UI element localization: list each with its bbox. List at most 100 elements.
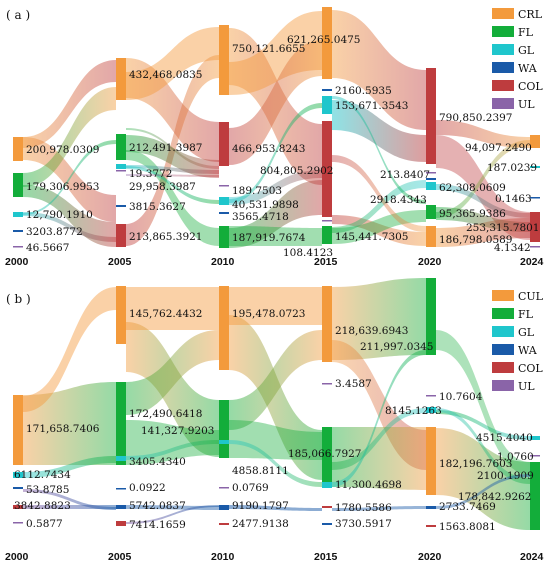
node [116,134,126,160]
link [229,330,322,430]
link [126,128,219,169]
value-label: 0.0922 [129,482,166,494]
value-label: 804,805.2902 [260,165,333,177]
value-label: 4858.8111 [232,465,289,477]
legend-label: GL [518,44,535,57]
legend-label: CRL [518,8,543,21]
link [23,382,116,465]
link [332,10,426,130]
year-label: 2010 [211,256,235,268]
value-label: 182,196.7603 [439,458,512,470]
value-label: 141,327.9203 [141,425,214,437]
value-label: 7414.1659 [129,519,186,531]
legend-swatch [492,26,514,37]
value-label: 4515.4040 [476,432,533,444]
node [13,522,23,524]
node [116,521,126,526]
link [229,170,322,205]
link [126,58,219,162]
legend-swatch [492,380,514,391]
node [426,278,436,355]
link [126,150,219,246]
link [126,166,219,204]
link [229,40,322,165]
link [126,440,219,460]
link [436,428,530,530]
panel-b-label: ( b ) [6,292,31,306]
node [116,170,126,172]
value-label: 178,842.9262 [458,491,531,503]
value-label: 3730.5917 [335,518,392,530]
year-label: 2000 [5,551,29,563]
node [219,212,229,214]
node [219,400,229,458]
link [436,140,530,218]
node [116,205,126,207]
value-label: 200,978.0309 [26,144,99,156]
node [13,173,23,197]
node [219,487,229,489]
node [13,137,23,161]
value-label: 3203.8772 [26,226,83,238]
legend-label: COL [518,80,543,93]
value-label: 3565.4718 [232,211,289,223]
node [219,440,229,444]
value-label: 62,308.0609 [439,182,506,194]
link [229,420,322,460]
value-label: 0.5877 [26,518,63,530]
link [126,420,219,465]
node [116,456,126,461]
value-label: 4.1342 [494,242,531,254]
link [23,456,116,478]
node [322,523,332,525]
link [436,410,530,440]
legend-swatch [492,326,514,337]
value-label: 621,265.0475 [287,34,360,46]
node [530,462,540,530]
value-label: 1.0760 [497,451,534,463]
node [322,7,332,79]
link [332,506,426,511]
value-label: 0.0769 [232,482,269,494]
value-label: 211,997.0345 [360,341,433,353]
legend-label: FL [518,26,534,39]
link [126,322,219,457]
node [322,427,332,487]
value-label: 145,441.7305 [335,231,408,243]
value-label: 1780.5586 [335,502,392,514]
node [322,226,332,244]
legend: CRL FL GL WA COL UL [492,8,543,111]
node [322,220,332,222]
legend-swatch [492,290,514,301]
year-label: 2024 [520,256,544,268]
node [219,226,229,248]
link [23,87,116,187]
value-label: 179,306.9953 [26,181,99,193]
node [322,96,332,114]
link [229,505,322,511]
value-label: 466,953.8243 [232,143,305,155]
node [530,455,540,457]
link [332,408,426,470]
legend-swatch [492,362,514,373]
legend-label: WA [518,62,538,75]
panel-a: ( a ) [5,7,544,268]
node [219,286,229,370]
year-label: 2015 [314,551,338,563]
link [126,330,219,415]
legend-label: UL [518,380,535,393]
node [116,164,126,169]
value-label: 10.7604 [439,391,483,403]
value-label: 213,865.3921 [129,231,202,243]
node [116,224,126,247]
node [219,197,229,205]
value-label: 750,121.6655 [232,43,305,55]
link [436,330,530,475]
value-label: 6112.7434 [14,469,71,481]
value-label: 189.7503 [232,185,282,197]
legend-swatch [492,8,514,19]
node [530,436,540,440]
node [13,230,23,232]
node [116,382,126,465]
